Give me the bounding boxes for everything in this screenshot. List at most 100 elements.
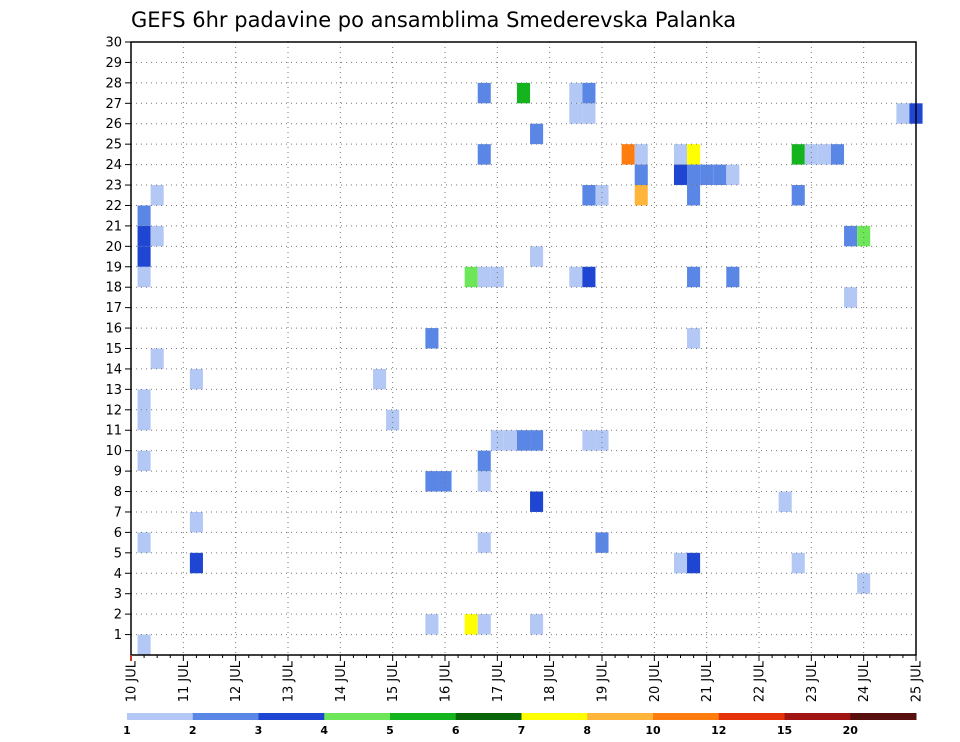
x-tick-label-0: 10 JUL [125, 660, 140, 702]
heatmap-cell-4 [137, 450, 151, 472]
legend-swatch-6 [521, 713, 588, 720]
legend-swatch-9 [718, 713, 785, 720]
legend-label-6: 7 [518, 724, 526, 737]
legend-swatch-0 [127, 713, 194, 720]
heatmap-cell-6 [137, 389, 151, 410]
heatmap-cell-54 [634, 185, 648, 206]
heatmap-cell-78 [857, 573, 871, 594]
y-tick-label-4: 4 [114, 567, 122, 582]
y-tick-label-16: 16 [105, 322, 122, 337]
y-tick-label-10: 10 [105, 444, 122, 459]
heatmap-cell-77 [844, 287, 858, 308]
heatmap-cell-47 [595, 430, 609, 451]
heatmap-cell-31 [477, 266, 491, 288]
heatmap-cell-67 [687, 552, 701, 574]
y-tick-label-29: 29 [105, 56, 122, 71]
legend-label-9: 12 [711, 724, 726, 737]
heatmap-cell-36 [530, 614, 544, 635]
x-tick-label-7: 17 JUL [491, 660, 506, 702]
heatmap-cell-48 [582, 185, 596, 206]
heatmap-cells [137, 82, 923, 655]
y-tick-label-9: 9 [114, 465, 122, 480]
heatmap-cell-75 [844, 225, 858, 247]
heatmap-cell-56 [687, 144, 701, 165]
heatmap-cell-5 [137, 409, 151, 431]
heatmap-cell-69 [791, 144, 805, 165]
heatmap-cell-19 [438, 471, 452, 492]
heatmap-cell-43 [582, 103, 596, 124]
y-axis: 1234567891011121314151617181920212223242… [105, 36, 131, 643]
x-tick-label-6: 16 JUL [439, 660, 454, 702]
heatmap-cell-28 [516, 430, 531, 451]
heatmap-cell-18 [425, 471, 439, 492]
heatmap-cell-2 [189, 552, 203, 574]
heatmap-cell-14 [150, 185, 164, 206]
y-tick-label-14: 14 [105, 362, 122, 377]
heatmap-cell-65 [687, 328, 701, 349]
heatmap-cell-49 [595, 185, 609, 206]
heatmap-cell-66 [673, 552, 688, 574]
y-tick-label-1: 1 [114, 628, 122, 643]
heatmap-cell-72 [830, 144, 845, 165]
legend-swatch-7 [587, 713, 654, 720]
x-tick-label-1: 11 JUL [177, 660, 192, 702]
heatmap-cell-74 [791, 552, 805, 574]
heatmap-cell-10 [137, 246, 151, 267]
y-tick-label-21: 21 [105, 219, 122, 234]
heatmap-cell-26 [490, 430, 504, 451]
y-tick-label-20: 20 [105, 240, 122, 255]
heatmap-cell-46 [582, 430, 596, 451]
legend-label-3: 4 [320, 724, 328, 737]
heatmap-cell-61 [726, 164, 740, 186]
y-tick-label-15: 15 [105, 342, 122, 357]
y-tick-label-13: 13 [105, 383, 122, 398]
heatmap-cell-0 [137, 634, 151, 655]
heatmap-cell-68 [778, 491, 792, 512]
heatmap-cell-53 [634, 164, 648, 186]
legend-swatch-10 [784, 713, 851, 720]
heatmap-cell-45 [582, 82, 596, 104]
heatmap-cell-55 [673, 144, 688, 165]
heatmap-cell-27 [503, 430, 517, 451]
heatmap-cell-32 [490, 266, 504, 288]
x-tick-label-10: 20 JUL [648, 660, 663, 702]
heatmap-cell-51 [621, 144, 635, 165]
y-tick-label-11: 11 [105, 424, 122, 439]
heatmap-cell-38 [530, 246, 544, 267]
legend-swatch-8 [653, 713, 720, 720]
legend-label-2: 3 [255, 724, 263, 737]
heatmap-cell-21 [464, 614, 478, 635]
y-tick-label-30: 30 [105, 36, 122, 51]
x-tick-label-12: 22 JUL [753, 660, 768, 702]
legend-label-1: 2 [189, 724, 197, 737]
x-tick-label-14: 24 JUL [857, 660, 872, 702]
heatmap-cell-41 [582, 266, 596, 288]
chart-title: GEFS 6hr padavine po ansamblima Smederev… [131, 8, 736, 32]
heatmap-cell-60 [713, 164, 727, 186]
y-tick-label-7: 7 [114, 505, 122, 520]
x-tick-label-4: 14 JUL [334, 660, 349, 702]
heatmap-cell-76 [857, 225, 871, 247]
heatmap-cell-79 [896, 103, 910, 124]
heatmap-cell-62 [687, 185, 701, 206]
heatmap-cell-7 [189, 368, 203, 390]
y-tick-label-26: 26 [105, 117, 122, 132]
y-tick-label-8: 8 [114, 485, 122, 500]
x-origin-mark [130, 655, 132, 661]
y-tick-label-25: 25 [105, 138, 122, 153]
x-tick-label-11: 21 JUL [700, 660, 715, 702]
y-tick-label-23: 23 [105, 179, 122, 194]
heatmap-cell-70 [804, 144, 818, 165]
y-tick-label-5: 5 [114, 546, 122, 561]
heatmap-cell-58 [687, 164, 701, 186]
y-tick-label-19: 19 [105, 260, 122, 275]
heatmap-cell-16 [386, 409, 400, 431]
heatmap-cell-30 [464, 266, 478, 288]
x-tick-label-2: 12 JUL [229, 660, 244, 702]
heatmap-cell-24 [477, 471, 491, 492]
legend-label-7: 8 [583, 724, 591, 737]
y-tick-label-2: 2 [114, 608, 122, 623]
legend-label-4: 5 [386, 724, 394, 737]
heatmap-cell-42 [569, 103, 583, 124]
